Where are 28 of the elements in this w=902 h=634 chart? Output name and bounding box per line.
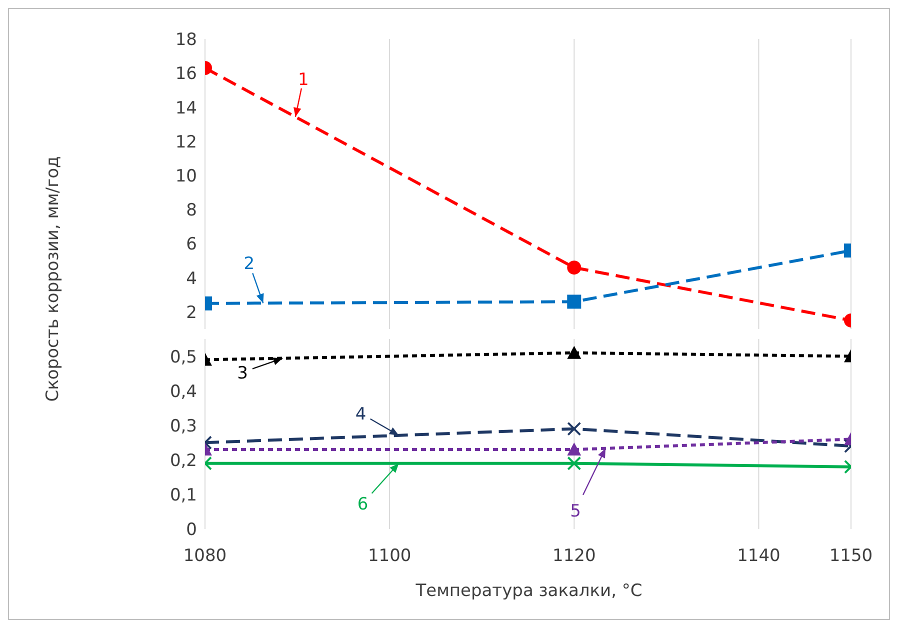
y-tick-label: 12 bbox=[175, 132, 197, 152]
y-tick-label: 0,4 bbox=[170, 382, 197, 402]
y-tick-label: 0,3 bbox=[170, 416, 197, 436]
series-label: 4 bbox=[355, 404, 366, 424]
series-label: 1 bbox=[298, 70, 309, 90]
x-tick-label: 1140 bbox=[737, 546, 780, 566]
y-tick-label: 16 bbox=[175, 64, 197, 84]
y-tick-label: 4 bbox=[186, 268, 197, 289]
y-tick-label: 6 bbox=[186, 234, 197, 255]
series-label: 6 bbox=[357, 494, 368, 514]
y-tick-label: 2 bbox=[186, 302, 197, 323]
y-tick-label: 10 bbox=[175, 166, 197, 187]
y-tick-label: 0,5 bbox=[170, 347, 197, 368]
series-label: 2 bbox=[244, 254, 255, 274]
x-tick-label: 1120 bbox=[552, 546, 596, 566]
y-axis-title: Скорость коррозии, мм/год bbox=[43, 156, 63, 402]
x-tick-label: 1080 bbox=[183, 546, 227, 566]
y-tick-label: 0,1 bbox=[170, 485, 197, 506]
y-tick-label: 0,2 bbox=[170, 450, 197, 471]
x-tick-label: 1150 bbox=[829, 546, 873, 566]
x-tick-label: 1100 bbox=[368, 546, 412, 566]
text: 5 bbox=[570, 501, 581, 522]
x-axis-title: Температура закалки, °C bbox=[414, 581, 644, 601]
y-tick-label: 18 bbox=[175, 30, 197, 50]
y-tick-label: 14 bbox=[175, 98, 197, 118]
legend-label: 3 bbox=[237, 363, 248, 384]
y-tick-label: 0 bbox=[186, 520, 197, 540]
y-tick-label: 8 bbox=[186, 200, 197, 221]
